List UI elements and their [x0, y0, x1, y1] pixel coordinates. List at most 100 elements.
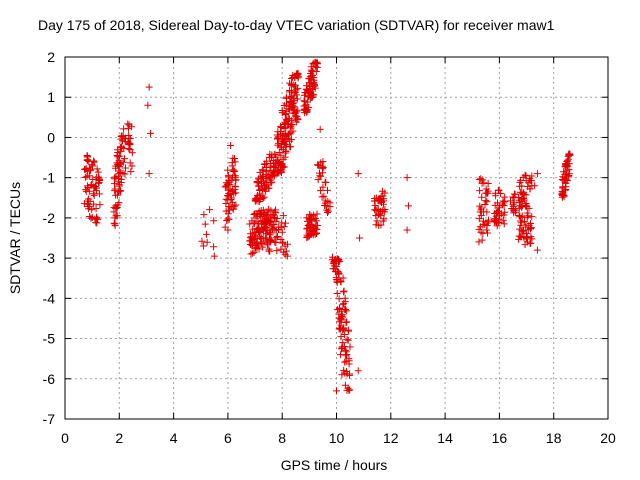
data-point	[255, 198, 263, 206]
y-tick-label: 1	[47, 89, 55, 105]
data-point	[273, 247, 281, 255]
data-point	[372, 221, 380, 229]
data-point	[305, 232, 313, 240]
data-point	[343, 318, 351, 326]
data-point	[293, 108, 301, 116]
data-point	[313, 229, 321, 237]
data-point	[93, 214, 101, 222]
data-point	[225, 176, 233, 184]
data-point	[404, 202, 412, 210]
data-point	[272, 226, 280, 234]
data-point	[252, 214, 260, 222]
data-point	[91, 184, 99, 192]
data-point	[562, 160, 570, 168]
data-point	[229, 167, 237, 175]
data-point	[337, 316, 345, 324]
data-point	[147, 129, 155, 137]
data-point	[316, 125, 324, 133]
y-tick-label: -5	[43, 331, 56, 347]
data-point	[322, 202, 330, 210]
data-point	[262, 224, 270, 232]
data-point	[475, 238, 483, 246]
data-point	[300, 97, 308, 105]
data-point	[111, 185, 119, 193]
data-point	[127, 168, 135, 176]
data-point	[479, 217, 487, 225]
data-point	[125, 121, 133, 129]
data-point	[231, 172, 239, 180]
data-point	[518, 189, 526, 197]
data-point	[341, 294, 349, 302]
data-point	[338, 344, 346, 352]
data-point	[491, 201, 499, 209]
data-point	[340, 288, 348, 296]
data-point	[318, 193, 326, 201]
data-point	[520, 194, 528, 202]
data-point	[528, 213, 536, 221]
data-point	[228, 159, 236, 167]
data-point	[95, 190, 103, 198]
data-point	[120, 125, 128, 133]
data-point	[342, 318, 350, 326]
data-point	[476, 202, 484, 210]
data-point	[565, 151, 573, 159]
data-point	[89, 190, 97, 198]
data-point	[477, 204, 485, 212]
data-point	[326, 203, 334, 211]
data-point	[224, 226, 232, 234]
x-tick-label: 4	[170, 430, 178, 446]
data-point	[320, 192, 328, 200]
data-point	[343, 336, 351, 344]
data-point	[403, 174, 411, 182]
data-point	[346, 343, 354, 351]
data-point	[340, 366, 348, 374]
y-axis-label: SDTVAR / TECUs	[7, 182, 23, 294]
data-point	[478, 193, 486, 201]
data-point	[312, 62, 320, 70]
data-point	[516, 178, 524, 186]
data-point	[83, 182, 91, 190]
data-point	[338, 371, 346, 379]
data-point	[210, 252, 218, 260]
data-point	[308, 93, 316, 101]
data-point	[291, 73, 299, 81]
data-point	[128, 162, 136, 170]
data-point	[525, 204, 533, 212]
data-point	[342, 357, 350, 365]
data-point	[521, 241, 529, 249]
data-point	[91, 215, 99, 223]
data-point	[86, 164, 94, 172]
data-point	[200, 211, 208, 219]
data-point	[86, 197, 94, 205]
data-point	[476, 223, 484, 231]
data-point	[265, 205, 273, 213]
y-tick-label: -2	[43, 210, 56, 226]
data-point	[228, 194, 236, 202]
data-point	[273, 131, 281, 139]
data-point	[272, 234, 280, 242]
data-point	[524, 226, 532, 234]
data-point	[292, 86, 300, 94]
data-point	[306, 210, 314, 218]
data-point	[246, 220, 254, 228]
data-point	[285, 88, 293, 96]
data-point	[258, 166, 266, 174]
data-point	[511, 208, 519, 216]
data-point	[516, 202, 524, 210]
data-point	[319, 164, 327, 172]
data-point	[306, 80, 314, 88]
data-point	[499, 216, 507, 224]
data-point	[482, 197, 490, 205]
data-point	[282, 123, 290, 131]
data-point	[305, 93, 313, 101]
data-point	[90, 158, 98, 166]
x-tick-label: 14	[437, 430, 453, 446]
data-point	[319, 183, 327, 191]
data-point	[307, 217, 315, 225]
data-point	[266, 237, 274, 245]
data-point	[114, 162, 122, 170]
y-tick-label: 0	[47, 129, 55, 145]
data-point	[210, 217, 218, 225]
data-point	[533, 246, 541, 254]
data-point	[278, 219, 286, 227]
